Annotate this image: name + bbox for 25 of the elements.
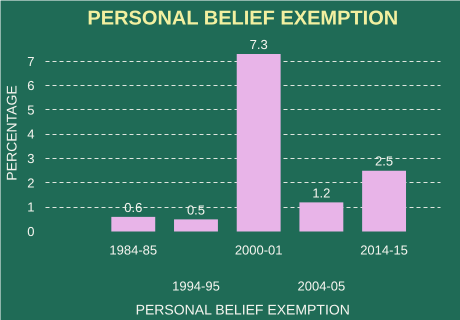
- bar: [174, 219, 218, 232]
- y-tick-label: 7: [27, 54, 35, 69]
- y-tick-label: 4: [27, 126, 35, 142]
- y-tick-label: 3: [27, 151, 35, 166]
- x-tick-label: 1994-95: [172, 278, 220, 294]
- y-axis-title: PERCENTAGE: [3, 85, 20, 181]
- data-label: 0.6: [124, 200, 142, 215]
- y-tick-label: 2: [27, 175, 35, 190]
- data-label: 7.3: [250, 36, 268, 52]
- x-tick-label: 1984-85: [109, 242, 158, 258]
- data-label: 0.5: [186, 202, 206, 218]
- y-tick-label: 5: [27, 102, 35, 118]
- x-axis-title: PERSONAL BELIEF EXEMPTION: [136, 302, 350, 318]
- y-tick-label: 6: [27, 78, 35, 94]
- data-label: 1.2: [312, 185, 330, 200]
- y-tick-label: 1: [27, 200, 35, 215]
- chart-title: PERSONAL BELIEF EXEMPTION: [87, 8, 398, 30]
- x-tick-label: 2004-05: [298, 278, 346, 294]
- bar: [362, 170, 406, 232]
- x-tick-label: 2000-01: [234, 242, 283, 258]
- x-tick-label: 2014-15: [360, 242, 408, 258]
- bar: [236, 54, 281, 232]
- y-tick-label: 0: [27, 224, 35, 239]
- bar: [111, 216, 156, 232]
- bar: [299, 202, 344, 232]
